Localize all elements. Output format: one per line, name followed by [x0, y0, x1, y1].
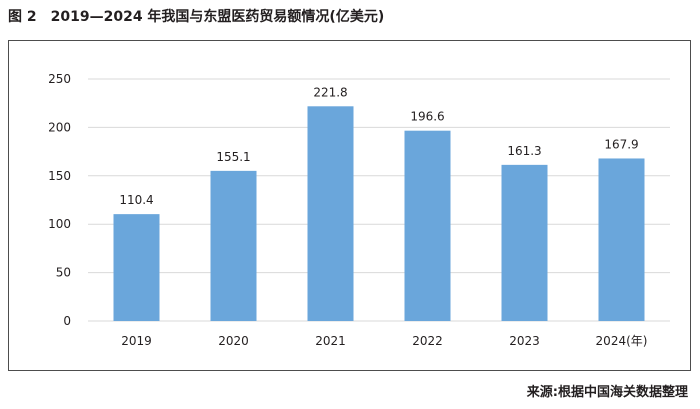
y-tick-label: 50	[56, 266, 71, 280]
bar-value-label: 110.4	[119, 193, 153, 207]
y-tick-label: 200	[48, 120, 71, 134]
x-tick-label: 2019	[121, 334, 152, 348]
bar-value-label: 155.1	[216, 150, 250, 164]
figure-number: 图 2	[8, 9, 37, 25]
chart-frame: 0 50 100 150 200 250 110.4 2019 155.1 2020 221.8 20…	[8, 40, 691, 371]
figure-title: 2019—2024 年我国与东盟医药贸易额情况(亿美元)	[50, 9, 385, 25]
y-tick-label: 0	[63, 314, 71, 328]
bar-value-label: 196.6	[410, 110, 444, 124]
figure-caption: 图 2 2019—2024 年我国与东盟医药贸易额情况(亿美元)	[8, 6, 384, 26]
bar	[113, 214, 160, 321]
y-tick-label: 150	[48, 169, 71, 183]
x-tick-label: 2021	[315, 334, 346, 348]
source-note: 来源:根据中国海关数据整理	[526, 385, 688, 400]
bar	[307, 106, 354, 321]
bar	[501, 164, 548, 321]
x-tick-label: 2022	[412, 334, 443, 348]
bar-value-label: 161.3	[507, 144, 541, 158]
bar-value-label: 221.8	[313, 85, 347, 99]
y-tick-label: 100	[48, 217, 71, 231]
bar-value-label: 167.9	[604, 137, 638, 151]
y-tick-label: 250	[48, 72, 71, 86]
x-tick-label: 2023	[509, 334, 540, 348]
x-tick-label: 2020	[218, 334, 249, 348]
bar	[210, 170, 257, 321]
bar-chart: 0 50 100 150 200 250 110.4 2019 155.1 2020 221.8 20…	[48, 72, 670, 348]
bar	[598, 158, 645, 321]
x-tick-label: 2024(年)	[596, 334, 648, 348]
bar	[404, 130, 451, 321]
